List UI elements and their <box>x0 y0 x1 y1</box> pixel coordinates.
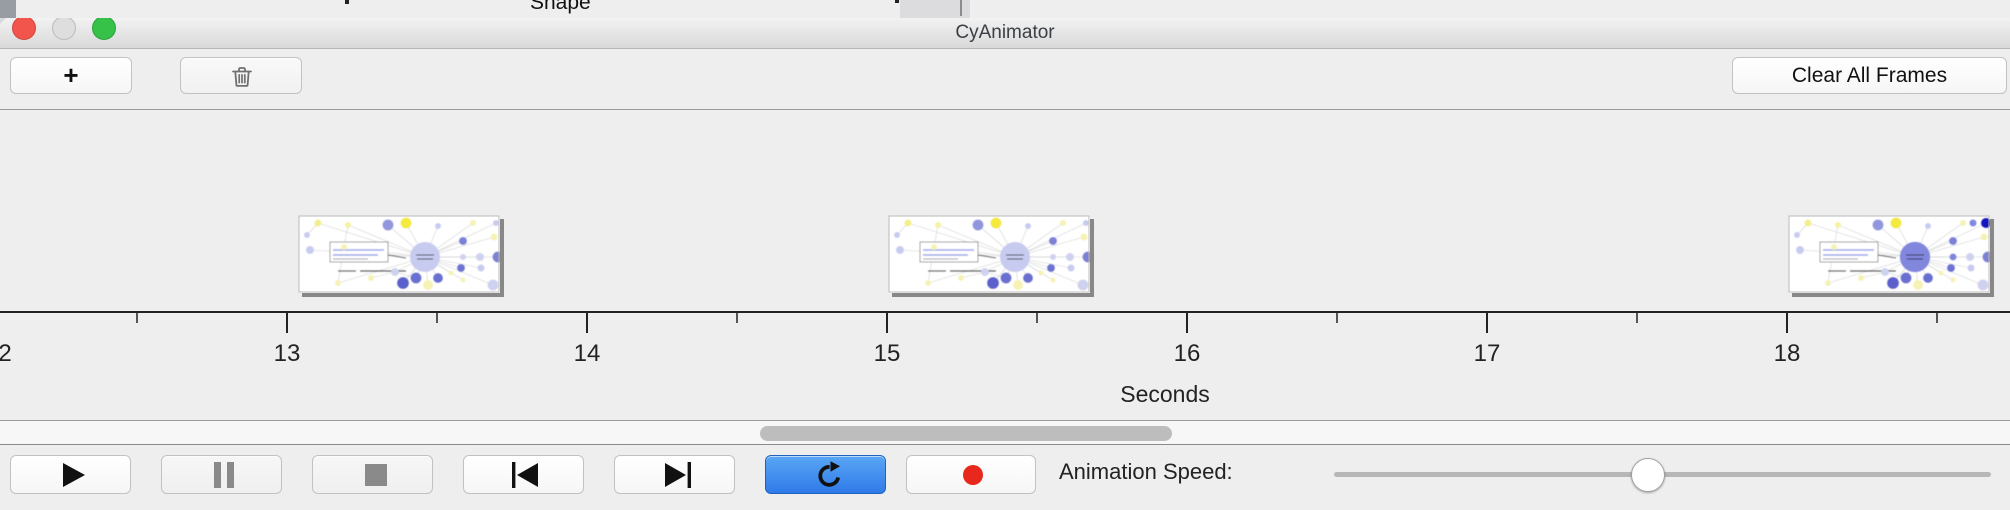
svg-text:12: 12 <box>0 340 12 367</box>
svg-text:17: 17 <box>1474 340 1501 367</box>
svg-text:14: 14 <box>574 340 601 367</box>
svg-text:18: 18 <box>1774 340 1801 367</box>
svg-text:16: 16 <box>1174 340 1201 367</box>
svg-text:15: 15 <box>874 340 901 367</box>
svg-text:13: 13 <box>274 340 301 367</box>
